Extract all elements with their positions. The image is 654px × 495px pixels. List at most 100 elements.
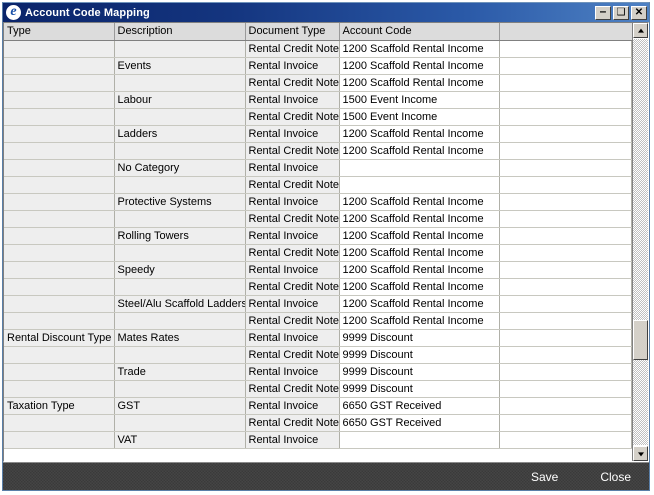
cell-account-code[interactable]: 1500 Event Income — [339, 91, 500, 109]
maximize-icon: ❑ — [616, 6, 626, 18]
cell-account-code[interactable]: 1200 Scaffold Rental Income — [339, 193, 500, 211]
table-row[interactable]: Rental Credit Note 9999 Discount — [4, 380, 632, 398]
cell-description — [114, 278, 246, 296]
cell-blank — [499, 431, 632, 449]
title-bar[interactable]: e Account Code Mapping – ❑ ✕ — [3, 3, 649, 22]
table-row[interactable]: Labour Rental Invoice 1500 Event Income — [4, 91, 632, 109]
cell-blank — [499, 210, 632, 228]
column-header-document-type[interactable]: Document Type — [245, 23, 340, 41]
table-row[interactable]: Rental Credit Note 1200 Scaffold Rental I… — [4, 210, 632, 228]
scrollbar-thumb[interactable] — [633, 320, 648, 360]
scroll-up-icon[interactable] — [633, 23, 648, 38]
minimize-button[interactable]: – — [595, 5, 611, 20]
table-row[interactable]: Rental Credit Note 6650 GST Received — [4, 414, 632, 432]
table-header-row: Type Description Document Type Account C… — [4, 23, 632, 41]
table-row[interactable]: Rental Credit Note 1500 Event Income — [4, 108, 632, 126]
vertical-scrollbar[interactable] — [632, 23, 648, 461]
cell-account-code[interactable]: 1200 Scaffold Rental Income — [339, 227, 500, 245]
cell-account-code[interactable]: 9999 Discount — [339, 329, 500, 347]
cell-blank — [499, 91, 632, 109]
table-row[interactable]: VAT Rental Invoice — [4, 431, 632, 449]
cell-type — [4, 431, 115, 449]
cell-account-code[interactable]: 9999 Discount — [339, 380, 500, 398]
account-code-mapping-window: e Account Code Mapping – ❑ ✕ Type Descri… — [2, 2, 650, 491]
cell-account-code[interactable]: 1200 Scaffold Rental Income — [339, 244, 500, 262]
table-row[interactable]: No Category Rental Invoice — [4, 159, 632, 177]
cell-account-code[interactable]: 1200 Scaffold Rental Income — [339, 74, 500, 92]
table-row[interactable]: Rental Discount Type Mates Rates Rental In… — [4, 329, 632, 347]
cell-account-code[interactable] — [339, 176, 500, 194]
cell-description — [114, 414, 246, 432]
table-row[interactable]: Events Rental Invoice 1200 Scaffold Rental… — [4, 57, 632, 75]
cell-account-code[interactable]: 9999 Discount — [339, 346, 500, 364]
cell-type — [4, 159, 115, 177]
close-window-button[interactable]: ✕ — [631, 5, 647, 20]
footer-bar: Save Close — [3, 462, 649, 490]
cell-type — [4, 363, 115, 381]
cell-blank — [499, 346, 632, 364]
cell-account-code[interactable]: 6650 GST Received — [339, 397, 500, 415]
cell-blank — [499, 193, 632, 211]
maximize-button[interactable]: ❑ — [613, 5, 629, 20]
table-row[interactable]: Speedy Rental Invoice 1200 Scaffold Rental… — [4, 261, 632, 279]
table-row[interactable]: Rental Credit Note 1200 Scaffold Rental I… — [4, 40, 632, 58]
cell-type — [4, 108, 115, 126]
table-row[interactable]: Rental Credit Note 1200 Scaffold Rental I… — [4, 74, 632, 92]
save-button[interactable]: Save — [530, 469, 559, 484]
cell-account-code[interactable]: 1200 Scaffold Rental Income — [339, 312, 500, 330]
cell-type — [4, 244, 115, 262]
cell-type — [4, 125, 115, 143]
table-row[interactable]: Rental Credit Note — [4, 176, 632, 194]
browser-e-icon: e — [6, 5, 21, 20]
table-row[interactable]: Protective Systems Rental Invoice 1200 Sca… — [4, 193, 632, 211]
cell-account-code[interactable]: 6650 GST Received — [339, 414, 500, 432]
cell-account-code[interactable]: 1200 Scaffold Rental Income — [339, 295, 500, 313]
table-row[interactable]: Rental Credit Note 1200 Scaffold Rental I… — [4, 312, 632, 330]
cell-account-code[interactable]: 1200 Scaffold Rental Income — [339, 210, 500, 228]
cell-description: GST — [114, 397, 246, 415]
cell-description — [114, 176, 246, 194]
cell-account-code[interactable]: 1200 Scaffold Rental Income — [339, 40, 500, 58]
cell-description — [114, 380, 246, 398]
cell-account-code[interactable]: 1500 Event Income — [339, 108, 500, 126]
cell-account-code[interactable]: 1200 Scaffold Rental Income — [339, 125, 500, 143]
cell-document-type: Rental Invoice — [245, 125, 340, 143]
table-row[interactable]: Rental Credit Note 1200 Scaffold Rental I… — [4, 278, 632, 296]
column-header-type[interactable]: Type — [4, 23, 115, 41]
cell-description — [114, 74, 246, 92]
cell-account-code[interactable] — [339, 159, 500, 177]
cell-type — [4, 278, 115, 296]
cell-account-code[interactable]: 9999 Discount — [339, 363, 500, 381]
cell-description — [114, 108, 246, 126]
cell-description — [114, 346, 246, 364]
table-row[interactable]: Ladders Rental Invoice 1200 Scaffold Renta… — [4, 125, 632, 143]
cell-blank — [499, 244, 632, 262]
account-code-mapping-table: Type Description Document Type Account C… — [4, 23, 632, 449]
table-row[interactable]: Rolling Towers Rental Invoice 1200 Scaffol… — [4, 227, 632, 245]
scroll-down-icon[interactable] — [633, 446, 648, 461]
column-header-description[interactable]: Description — [114, 23, 246, 41]
cell-document-type: Rental Invoice — [245, 431, 340, 449]
cell-type — [4, 380, 115, 398]
table-row[interactable]: Taxation Type GST Rental Invoice 6650 GST R… — [4, 397, 632, 415]
cell-document-type: Rental Credit Note — [245, 346, 340, 364]
close-button[interactable]: Close — [600, 469, 631, 484]
cell-account-code[interactable]: 1200 Scaffold Rental Income — [339, 278, 500, 296]
column-header-account-code[interactable]: Account Code — [339, 23, 500, 41]
table-row[interactable]: Rental Credit Note 1200 Scaffold Rental I… — [4, 142, 632, 160]
cell-document-type: Rental Invoice — [245, 329, 340, 347]
table-row[interactable]: Trade Rental Invoice 9999 Discount — [4, 363, 632, 381]
cell-type — [4, 414, 115, 432]
cell-account-code[interactable]: 1200 Scaffold Rental Income — [339, 261, 500, 279]
cell-account-code[interactable] — [339, 431, 500, 449]
table-row[interactable]: Steel/Alu Scaffold Ladders Rental Invoice… — [4, 295, 632, 313]
column-header-blank — [499, 23, 632, 41]
cell-account-code[interactable]: 1200 Scaffold Rental Income — [339, 142, 500, 160]
cell-type: Taxation Type — [4, 397, 115, 415]
cell-blank — [499, 295, 632, 313]
scrollbar-track[interactable] — [633, 39, 648, 445]
cell-type — [4, 57, 115, 75]
table-row[interactable]: Rental Credit Note 9999 Discount — [4, 346, 632, 364]
cell-account-code[interactable]: 1200 Scaffold Rental Income — [339, 57, 500, 75]
table-row[interactable]: Rental Credit Note 1200 Scaffold Rental I… — [4, 244, 632, 262]
